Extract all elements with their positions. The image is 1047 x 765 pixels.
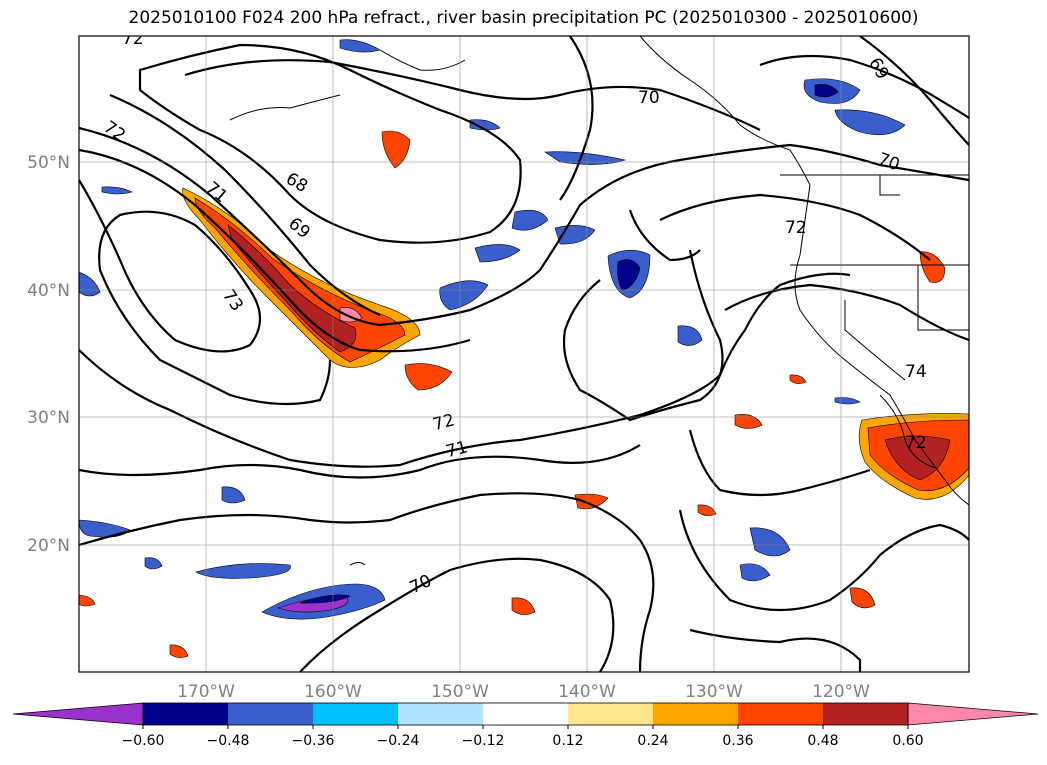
lon-label: 120°W (812, 682, 870, 702)
map-title: 2025010100 F024 200 hPa refract., river … (128, 8, 919, 28)
lon-label: 140°W (558, 682, 616, 702)
map-frame (78, 35, 970, 673)
colorbar-swatch (823, 703, 908, 725)
colorbar-tick-label: 0.24 (637, 733, 668, 749)
lat-label: 50°N (27, 153, 70, 173)
precip-positive-areas (79, 130, 969, 658)
colorbar-swatch (228, 703, 313, 725)
gridlines (79, 36, 969, 672)
contour-label: 72 (905, 433, 927, 453)
longitude-labels: 170°W 160°W 150°W 140°W 130°W 120°W (177, 682, 870, 702)
lat-label: 30°N (27, 408, 70, 428)
colorbar-arrow-high (907, 702, 1039, 726)
contour-label: 72 (785, 218, 807, 238)
lon-label: 150°W (431, 682, 489, 702)
lon-label: 130°W (685, 682, 743, 702)
colorbar-arrow-low (12, 702, 144, 726)
refractivity-contours (79, 36, 969, 672)
contour-label: 74 (905, 362, 927, 382)
lat-label: 40°N (27, 281, 70, 301)
colorbar-swatch (483, 703, 568, 725)
colorbar-tick-label: −0.24 (377, 733, 420, 749)
colorbar-tick-label: 0.48 (807, 733, 838, 749)
colorbar-tick-label: 0.36 (722, 733, 753, 749)
colorbar-swatch (568, 703, 653, 725)
map-area: 72 72 71 68 69 73 70 69 70 72 74 72 71 7… (79, 29, 969, 672)
colorbar-swatch (738, 703, 823, 725)
colorbar-swatch (653, 703, 738, 725)
colorbar-tick-label: 0.12 (552, 733, 583, 749)
colorbar-tick-label: −0.36 (292, 733, 335, 749)
colorbar-swatch (143, 703, 228, 725)
lat-label: 20°N (27, 536, 70, 556)
colorbar: −0.60 −0.48 −0.36 −0.24 −0.12 0.12 0.24 0.36 0.4… (12, 702, 1039, 749)
latitude-labels: 50°N 40°N 30°N 20°N (27, 153, 70, 556)
colorbar-swatch (313, 703, 398, 725)
lon-label: 170°W (177, 682, 235, 702)
colorbar-tick-label: 0.60 (892, 733, 923, 749)
colorbar-frame (142, 702, 909, 726)
colorbar-swatch (398, 703, 483, 725)
colorbar-tick-label: −0.48 (207, 733, 250, 749)
contour-label: 70 (638, 88, 660, 108)
colorbar-tick-label: −0.60 (122, 733, 165, 749)
lon-label: 160°W (304, 682, 362, 702)
precip-negative-areas (79, 39, 906, 620)
contour-label: 72 (122, 29, 144, 49)
colorbar-tick-label: −0.12 (462, 733, 505, 749)
